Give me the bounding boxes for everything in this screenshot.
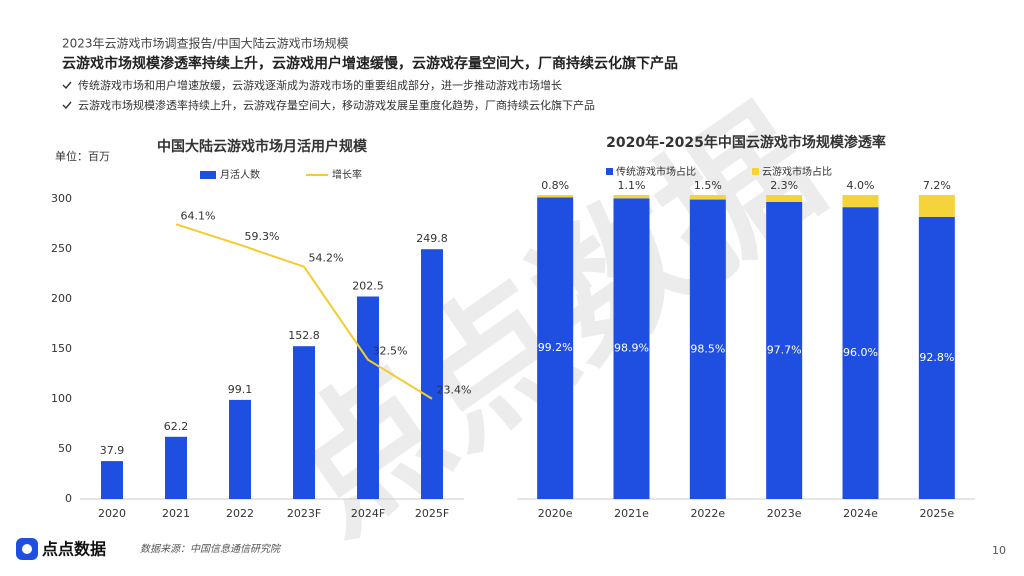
x-tick-label: 2025e bbox=[919, 507, 954, 520]
data-label: 64.1% bbox=[181, 209, 216, 222]
bar-segment bbox=[537, 195, 574, 198]
legend-label: 传统游戏市场占比 bbox=[616, 165, 696, 178]
source: 数据来源：中国信息通信研究院 bbox=[140, 543, 282, 555]
bar bbox=[165, 436, 187, 499]
bar bbox=[229, 399, 251, 499]
x-tick-label: 2021e bbox=[614, 507, 649, 520]
data-label: 32.5% bbox=[373, 345, 408, 358]
legend-label: 增长率 bbox=[332, 168, 362, 181]
x-tick-label: 2024F bbox=[351, 507, 385, 520]
check-icon bbox=[62, 81, 72, 90]
brand: 点点数据 bbox=[42, 540, 106, 559]
x-tick-label: 2025F bbox=[415, 507, 449, 520]
bar bbox=[421, 249, 443, 499]
bullet: 传统游戏市场和用户增速放缓，云游戏逐渐成为游戏市场的重要组成部分，进一步推动游戏… bbox=[78, 78, 562, 92]
data-label: 0.8% bbox=[541, 179, 569, 192]
bar-segment bbox=[918, 216, 955, 499]
legend-swatch bbox=[200, 171, 216, 179]
data-label: 202.5 bbox=[352, 280, 384, 293]
legend-label: 月活人数 bbox=[220, 168, 260, 181]
logo-icon-dot bbox=[22, 544, 32, 554]
legend-swatch bbox=[752, 168, 759, 175]
bar-segment bbox=[689, 195, 726, 200]
bar-segment bbox=[842, 195, 879, 208]
data-label: 7.2% bbox=[923, 179, 951, 192]
bar-segment bbox=[537, 197, 574, 499]
x-tick-label: 2022 bbox=[226, 507, 254, 520]
data-label: 37.9 bbox=[100, 444, 125, 457]
data-label: 99.2% bbox=[538, 341, 573, 354]
x-tick-label: 2020 bbox=[98, 507, 126, 520]
data-label: 1.5% bbox=[694, 179, 722, 192]
y-tick-label: 50 bbox=[58, 442, 72, 455]
data-label: 54.2% bbox=[309, 252, 344, 265]
data-label: 59.3% bbox=[245, 230, 280, 243]
data-label: 98.9% bbox=[614, 342, 649, 355]
data-label: 1.1% bbox=[618, 179, 646, 192]
data-label: 99.1 bbox=[228, 383, 253, 396]
y-tick-label: 100 bbox=[51, 392, 72, 405]
growth-line bbox=[175, 223, 433, 400]
bar-segment bbox=[766, 195, 803, 202]
data-label: 92.8% bbox=[919, 351, 954, 364]
bar bbox=[293, 346, 315, 499]
data-label: 249.8 bbox=[416, 232, 448, 245]
legend-swatch bbox=[606, 168, 613, 175]
data-label: 23.4% bbox=[437, 384, 472, 397]
y-tick-label: 250 bbox=[51, 242, 72, 255]
y-tick-label: 200 bbox=[51, 292, 72, 305]
slide-title: 云游戏市场规模渗透率持续上升，云游戏用户增速缓慢，云游戏存量空间大，厂商持续云化… bbox=[62, 55, 678, 72]
breadcrumb: 2023年云游戏市场调查报告/中国大陆云游戏市场规模 bbox=[62, 36, 349, 51]
x-tick-label: 2022e bbox=[690, 507, 725, 520]
page-number: 10 bbox=[992, 544, 1006, 557]
bar-segment bbox=[842, 207, 879, 499]
unit-label: 单位：百万 bbox=[55, 149, 110, 163]
chart-title: 中国大陆云游戏市场月活用户规模 bbox=[157, 138, 368, 155]
bar-segment bbox=[613, 198, 650, 499]
bar-segment bbox=[613, 195, 650, 199]
bar bbox=[101, 461, 123, 499]
data-label: 4.0% bbox=[847, 179, 875, 192]
bar bbox=[357, 296, 379, 499]
data-label: 97.7% bbox=[767, 343, 802, 356]
y-tick-label: 150 bbox=[51, 342, 72, 355]
bullet: 云游戏市场规模渗透率持续上升，云游戏存量空间大，移动游戏发展呈重度化趋势，厂商持… bbox=[78, 98, 595, 112]
data-label: 2.3% bbox=[770, 179, 798, 192]
x-tick-label: 2023F bbox=[287, 507, 321, 520]
x-tick-label: 2020e bbox=[538, 507, 573, 520]
y-tick-label: 0 bbox=[65, 492, 72, 505]
y-tick-label: 300 bbox=[51, 192, 72, 205]
bar-segment bbox=[766, 201, 803, 499]
x-tick-label: 2024e bbox=[843, 507, 878, 520]
bar-segment bbox=[689, 199, 726, 499]
legend-label: 云游戏市场占比 bbox=[762, 165, 832, 178]
data-label: 96.0% bbox=[843, 346, 878, 359]
x-tick-label: 2023e bbox=[767, 507, 802, 520]
data-label: 152.8 bbox=[288, 329, 320, 342]
data-label: 98.5% bbox=[690, 342, 725, 355]
x-tick-label: 2021 bbox=[162, 507, 190, 520]
bar-segment bbox=[918, 195, 955, 217]
chart-title: 2020年-2025年中国云游戏市场规模渗透率 bbox=[606, 134, 886, 151]
logo: 点点数据 bbox=[16, 538, 106, 560]
data-label: 62.2 bbox=[164, 420, 189, 433]
check-icon bbox=[62, 101, 72, 110]
